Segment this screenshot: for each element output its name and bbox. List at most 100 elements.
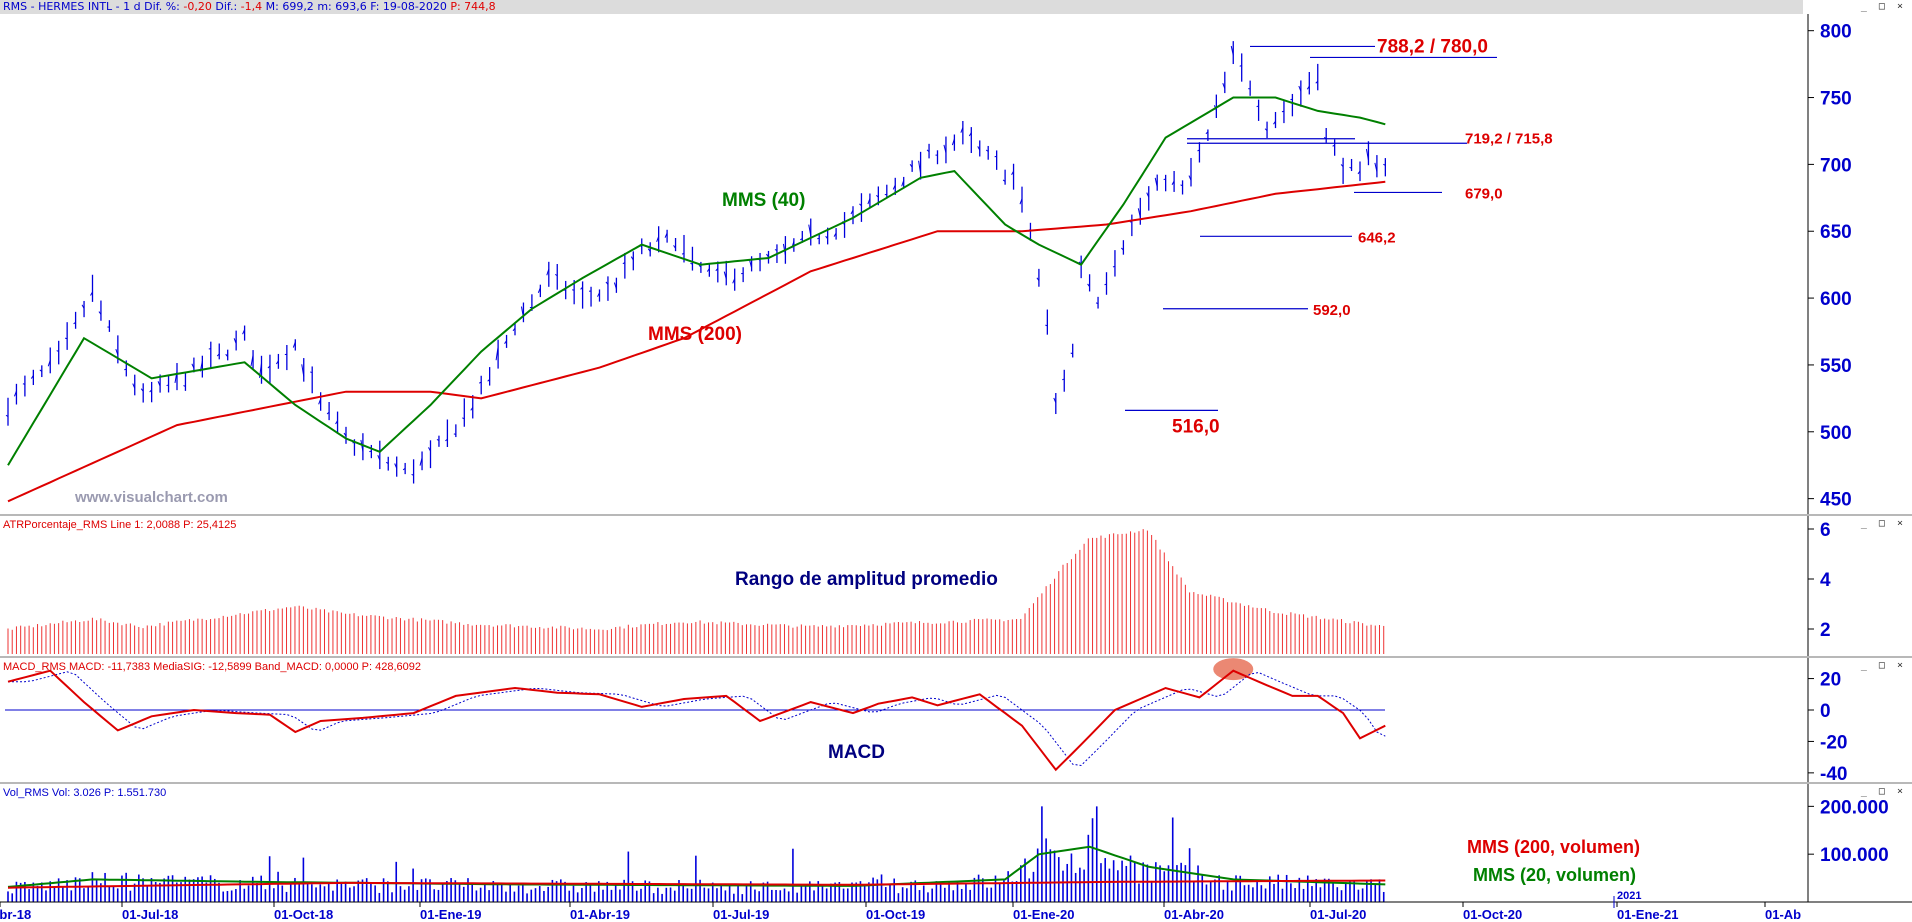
price-tick-label: 450 [1820, 490, 1852, 511]
price-bar-tick [301, 364, 305, 377]
price-bar-tick [191, 363, 195, 369]
price-bar-tick [1188, 175, 1192, 181]
price-bar-tick [909, 164, 913, 168]
price-bar-tick [681, 252, 685, 255]
price-bar-tick [39, 369, 43, 372]
price-bar-tick [394, 463, 398, 469]
price-bar-tick [385, 461, 389, 464]
price-tick-label: 650 [1820, 222, 1852, 243]
price-bar-tick [1222, 83, 1226, 89]
price-bar-tick [1383, 163, 1386, 166]
price-bar-tick [918, 160, 922, 174]
level-label: 788,2 / 780,0 [1377, 36, 1488, 57]
price-bar-tick [1137, 208, 1141, 218]
price-bar-tick [1374, 162, 1378, 172]
price-bar-tick [690, 262, 693, 265]
macd-chart: MACD_RMS MACD: -11,7383 MediaSIG: -12,58… [3, 658, 1847, 784]
panel-separator[interactable] [0, 782, 1912, 784]
atr-header: ATRPorcentaje_RMS Line 1: 2,0088 P: 25,4… [3, 519, 236, 531]
price-bar-tick [1095, 302, 1099, 305]
x-tick-label: 01-Jul-20 [1310, 907, 1366, 922]
volume-mms200-line [7, 879, 1386, 889]
price-bar-tick [1104, 283, 1107, 286]
price-bar-tick [597, 292, 600, 297]
price-bar-tick [833, 232, 837, 237]
year-marker-label: 2021 [1617, 890, 1641, 902]
price-bar-tick [318, 398, 322, 405]
atr-tick-label: 4 [1820, 570, 1831, 591]
price-bar-tick [901, 180, 905, 187]
price-bar-tick [749, 259, 753, 269]
price-bar-tick [1011, 170, 1014, 175]
price-bar-tick [90, 291, 93, 296]
price-bar-tick [436, 439, 440, 442]
price-bar-tick [1197, 149, 1200, 152]
dif-value: -1,4 [240, 0, 263, 13]
price-bar-tick [462, 417, 465, 420]
volume-window-buttons[interactable]: _ □ × [1860, 786, 1906, 797]
price-bar-tick [1045, 324, 1048, 327]
price-bar-tick [124, 368, 127, 371]
price-bar-tick [673, 245, 676, 249]
dif-pct-value: -0,20 [183, 0, 212, 13]
x-tick-label: 01-Abr-19 [570, 907, 630, 922]
price-bar-tick [411, 473, 414, 476]
price-bar-tick [216, 353, 220, 357]
price-bar-tick [1298, 85, 1302, 92]
level-label: 592,0 [1313, 302, 1351, 319]
price-bar-tick [504, 340, 507, 344]
price-chart: 800 750 700 650 600 550 500 450 MMS (40) MMS (200… [5, 14, 1852, 522]
x-tick-label: 01-Oct-19 [866, 907, 925, 922]
price-window-buttons[interactable]: _ □ × [1860, 1, 1906, 12]
price-bar-tick [1290, 98, 1293, 101]
volume-chart: Vol_RMS Vol: 3.026 P: 1.551.730 200.000 10… [0, 784, 1912, 922]
price-bar-tick [554, 273, 558, 277]
atr-window-buttons[interactable]: _ □ × [1860, 518, 1906, 529]
price-bar-tick [723, 271, 727, 280]
price-value: P: 744,8 [450, 0, 496, 13]
price-bar-tick [985, 149, 989, 152]
price-bar-tick [22, 383, 26, 385]
x-tick-label: 01-Ene-19 [420, 907, 481, 922]
price-bar-tick [419, 457, 423, 466]
price-bar-tick [470, 407, 474, 411]
price-bar-tick [968, 132, 972, 137]
price-bar-tick [445, 438, 448, 442]
price-bar-tick [1036, 277, 1040, 281]
volume-tick-label: 200.000 [1820, 797, 1889, 818]
volume-tick-label: 100.000 [1820, 845, 1889, 866]
price-bar-tick [715, 268, 719, 272]
price-bar-tick [774, 249, 778, 251]
price-bar-tick [698, 264, 702, 268]
price-bar-tick [73, 321, 76, 325]
price-bar-tick [1154, 177, 1158, 188]
macd-tick-label: 0 [1820, 701, 1831, 722]
panel-separator[interactable] [0, 514, 1912, 516]
price-bar-tick [1053, 397, 1057, 403]
price-bar-tick [1281, 110, 1285, 113]
price-bar-tick [808, 224, 812, 236]
price-bar-tick [1239, 64, 1242, 67]
price-bar-tick [343, 432, 347, 437]
price-bar-tick [850, 209, 854, 215]
price-bar-tick [81, 304, 85, 309]
price-bar-tick [1306, 85, 1310, 90]
macd-tick-label: 20 [1820, 670, 1841, 691]
price-bar-tick [656, 236, 660, 242]
price-bar-tick [1349, 166, 1352, 169]
price-bar-tick [546, 268, 550, 276]
price-bar-tick [233, 338, 237, 344]
macd-window-buttons[interactable]: _ □ × [1860, 660, 1906, 671]
price-panel-header: RMS - HERMES INTL - 1 d Dif. %: -0,20 Di… [0, 0, 1803, 14]
price-bar-tick [1365, 148, 1369, 161]
level-label: 719,2 / 715,8 [1465, 131, 1553, 148]
price-bar-tick [512, 327, 516, 332]
price-bar-tick [250, 354, 254, 367]
x-tick-label: 01-Ene-21 [1617, 907, 1678, 922]
price-bar-tick [1070, 352, 1073, 355]
atr-panel: ATRPorcentaje_RMS Line 1: 2,0088 P: 25,4… [0, 516, 1912, 658]
price-bar-tick [56, 350, 59, 352]
price-bar-tick [664, 232, 668, 238]
panel-separator[interactable] [0, 656, 1912, 658]
price-bar-tick [13, 390, 17, 397]
